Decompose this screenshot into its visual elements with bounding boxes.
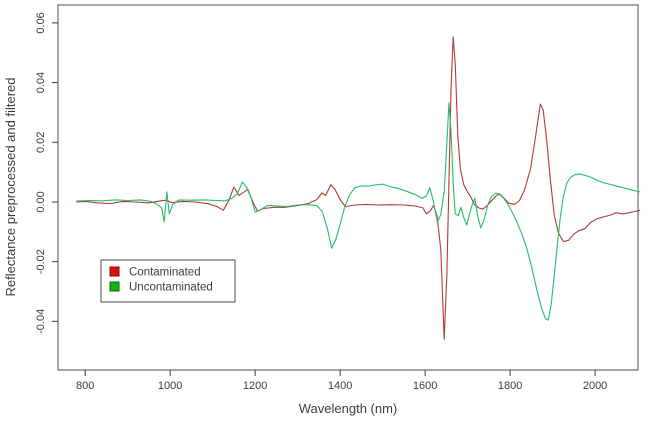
y-tick-label: 0.04 [35,72,47,93]
y-tick-label: 0.06 [35,12,47,33]
legend-label-contaminated: Contaminated [129,267,201,279]
y-tick-label: 0.02 [35,132,47,153]
x-tick-label: 1800 [498,380,522,392]
x-tick-label: 1600 [413,380,437,392]
y-tick-label: -0.04 [35,309,47,334]
x-tick-label: 1400 [328,380,352,392]
legend-swatch-contaminated [109,266,120,277]
series-line-uncontaminated [76,102,641,321]
x-axis-ticks: 800 1000 1200 1400 1600 1800 2000 [76,370,607,392]
legend-box [100,259,236,303]
y-axis-ticks: 0.06 0.04 0.02 0.00 -0.02 -0.04 [35,12,58,334]
x-tick-label: 1200 [243,380,267,392]
y-tick-label: 0.00 [35,191,47,212]
x-tick-label: 1000 [158,380,182,392]
legend: Contaminated Uncontaminated [100,259,236,303]
y-axis-title: Reflectance preprocessed and filtered [3,78,18,297]
y-tick-label: -0.02 [35,249,47,274]
legend-swatch-uncontaminated [109,281,120,292]
series-line-contaminated [76,36,641,340]
x-tick-label: 2000 [583,380,607,392]
plot-box [57,4,639,371]
x-axis-title: Wavelength (nm) [299,401,398,416]
x-tick-label: 800 [76,380,94,392]
legend-label-uncontaminated: Uncontaminated [129,282,213,294]
